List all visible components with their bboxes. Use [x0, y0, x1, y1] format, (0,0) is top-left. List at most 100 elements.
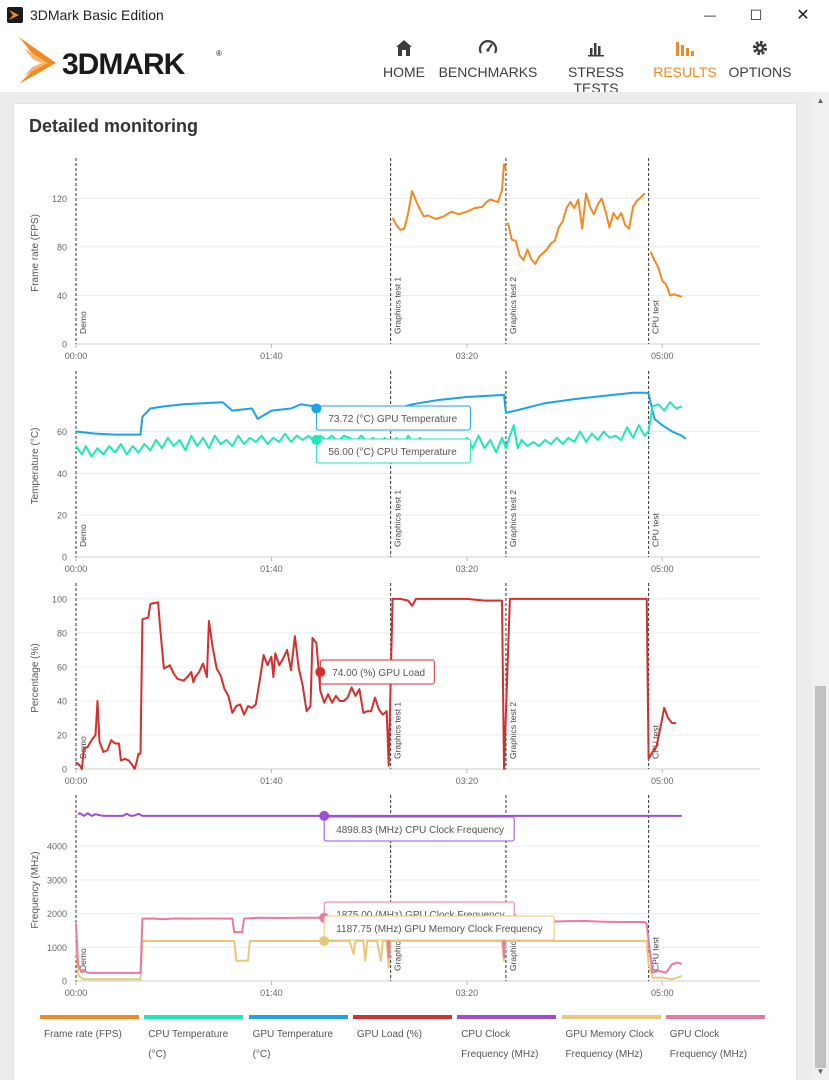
legend-item[interactable]: CPU Temperature (°C) [144, 1015, 244, 1065]
y-tick-label: 40 [57, 696, 67, 706]
x-tick-label: 01:40 [260, 351, 283, 361]
x-tick-label: 05:00 [651, 988, 674, 998]
nav-options[interactable]: OPTIONS [710, 38, 810, 80]
logo-text: 3DMARK [62, 48, 186, 81]
tooltip-box [323, 915, 555, 941]
y-tick-label: 0 [62, 765, 67, 775]
chart-4: 0 1000 2000 3000 4000 00:00 01:40 03:20 05:00 Fre… [30, 795, 760, 998]
legend-label: CPU Temperature (°C) [148, 1029, 229, 1060]
test-marker-label: CPU test [651, 936, 661, 971]
tooltip-box [315, 438, 471, 464]
series-line [77, 812, 682, 817]
legend-label: GPU Temperature (°C) [252, 1029, 333, 1060]
test-marker-label: Graphics test 2 [508, 490, 518, 547]
x-tick-label: 01:40 [260, 988, 283, 998]
chart-3: 0 20 40 60 80 100 00:00 01:40 03:20 05:00 Percenta… [30, 583, 760, 786]
legend-label: GPU Load (%) [356, 1029, 422, 1040]
legend-item[interactable]: Frame rate (FPS) [40, 1015, 139, 1045]
test-marker-label: Graphics test 1 [393, 702, 403, 759]
tooltip-point [319, 935, 330, 946]
close-icon: ✕ [796, 7, 810, 24]
test-marker-label: CPU test [651, 724, 661, 759]
y-tick-label: 4000 [47, 842, 67, 852]
x-tick-label: 03:20 [456, 776, 479, 786]
maximize-icon: ☐ [749, 6, 763, 23]
tooltip-text: 73.72 (°C) GPU Temperature [328, 414, 457, 425]
x-tick-label: 00:00 [65, 988, 88, 998]
x-tick-label: 03:20 [456, 351, 479, 361]
legend-label: GPU Memory Clock Frequency (MHz) [565, 1029, 654, 1060]
y-axis-label: Frame rate (FPS) [30, 214, 41, 292]
legend-item[interactable]: GPU Load (%) [352, 1015, 452, 1045]
legend-item[interactable]: GPU Clock Frequency (MHz) [665, 1015, 765, 1065]
tooltip-box [315, 405, 471, 431]
tooltip-text: 56.00 (°C) CPU Temperature [328, 447, 457, 458]
legend-label: GPU Clock Frequency (MHz) [669, 1029, 748, 1060]
legend-swatch [40, 1015, 139, 1019]
test-marker-label: CPU test [651, 512, 661, 547]
y-tick-label: 40 [57, 291, 67, 301]
nav-results[interactable]: RESULTS [635, 38, 735, 80]
minimize-button[interactable]: — [687, 0, 733, 30]
y-tick-label: 40 [57, 469, 67, 479]
tooltip-text: 4898.83 (MHz) CPU Clock Frequency [336, 825, 504, 836]
section-title: Detailed monitoring [29, 116, 199, 136]
gauge-icon [438, 38, 538, 58]
3dmark-logo: 3DMARK ® [14, 34, 229, 91]
close-button[interactable]: ✕ [780, 0, 826, 30]
y-tick-label: 100 [52, 594, 67, 604]
test-marker-label: Graphics test 1 [393, 277, 403, 334]
legend-label: Frame rate (FPS) [44, 1029, 122, 1040]
x-tick-label: 01:40 [260, 564, 283, 574]
y-tick-label: 3000 [47, 875, 67, 885]
test-marker-label: Graphics test 2 [508, 277, 518, 334]
logo-swoosh-icon [19, 37, 56, 84]
tooltip-box [323, 816, 515, 842]
y-tick-label: 60 [57, 662, 67, 672]
series-line [506, 192, 646, 265]
y-tick-label: 20 [57, 730, 67, 740]
window-title: 3DMark Basic Edition [30, 7, 164, 23]
nav-home[interactable]: HOME [354, 38, 454, 80]
scrollbar-thumb[interactable] [815, 686, 826, 1068]
nav-results-label: RESULTS [653, 64, 717, 80]
series-line [75, 597, 676, 770]
test-marker-label: Graphics test 1 [393, 914, 403, 971]
nav-benchmarks[interactable]: BENCHMARKS [438, 38, 538, 80]
legend-item[interactable]: GPU Memory Clock Frequency (MHz) [561, 1015, 661, 1065]
legend-item[interactable]: GPU Temperature (°C) [248, 1015, 348, 1065]
legend-item[interactable]: CPU Clock Frequency (MHz) [457, 1015, 557, 1065]
test-marker-label: Demo [78, 524, 88, 547]
y-tick-label: 120 [52, 194, 67, 204]
x-tick-label: 03:20 [456, 564, 479, 574]
legend-swatch [457, 1015, 557, 1019]
bar-chart-icon [546, 38, 646, 58]
test-marker-label: Demo [78, 311, 88, 334]
y-tick-label: 80 [57, 242, 67, 252]
tooltip-point [311, 434, 322, 445]
window-titlebar: 3DMark Basic Edition — ☐ ✕ [0, 0, 829, 30]
vertical-scrollbar[interactable]: ▲ ▼ [812, 92, 829, 1080]
nav-benchmarks-label: BENCHMARKS [438, 64, 538, 80]
y-tick-label: 60 [57, 427, 67, 437]
home-icon [354, 38, 454, 58]
scroll-down-icon[interactable]: ▼ [816, 1067, 825, 1076]
y-tick-label: 80 [57, 628, 67, 638]
scroll-up-icon[interactable]: ▲ [816, 96, 825, 105]
y-tick-label: 1000 [47, 943, 67, 953]
test-marker-label: Demo [78, 948, 88, 971]
maximize-button[interactable]: ☐ [733, 0, 779, 30]
x-tick-label: 01:40 [260, 776, 283, 786]
x-tick-label: 05:00 [651, 776, 674, 786]
y-tick-label: 20 [57, 511, 67, 521]
x-tick-label: 05:00 [651, 351, 674, 361]
series-line [75, 401, 683, 458]
y-tick-label: 0 [62, 977, 67, 987]
nav-home-label: HOME [383, 64, 425, 80]
y-axis-label: Temperature (°C) [30, 428, 41, 505]
tooltip-point [315, 667, 326, 678]
test-marker-label: Graphics test 2 [508, 702, 518, 759]
legend-swatch [248, 1015, 348, 1019]
x-tick-label: 05:00 [651, 564, 674, 574]
series-line [391, 163, 507, 231]
